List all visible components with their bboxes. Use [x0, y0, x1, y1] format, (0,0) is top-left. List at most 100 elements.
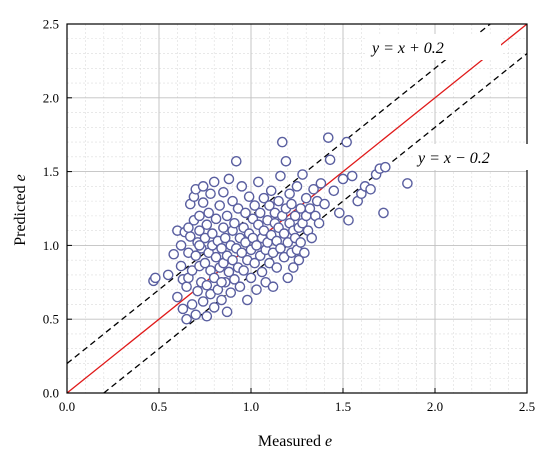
data-point: [194, 225, 205, 236]
plot-frame: [66, 23, 528, 394]
data-point: [378, 207, 389, 219]
data-point: [249, 200, 260, 211]
y-tick-label: 1.5: [43, 164, 59, 179]
data-point: [343, 215, 354, 226]
data-point: [402, 178, 413, 189]
data-point: [289, 210, 301, 222]
data-point: [319, 198, 330, 210]
data-points: [148, 132, 413, 325]
upper-bound-label-bg: [366, 34, 501, 60]
data-point: [227, 254, 238, 266]
data-point: [234, 281, 246, 293]
data-point: [236, 181, 248, 192]
upper-bound-line: [66, 23, 491, 364]
upper-bound-label: y = x + 0.2: [370, 40, 444, 57]
data-point: [258, 192, 270, 204]
data-point: [293, 254, 305, 266]
data-point: [216, 243, 227, 254]
data-point: [253, 176, 264, 188]
data-point: [251, 240, 262, 251]
y-axis-title: Predicted e: [12, 174, 29, 246]
data-point: [278, 228, 290, 239]
data-point: [150, 272, 161, 284]
data-point: [243, 191, 255, 202]
data-point: [229, 217, 240, 229]
x-tick-label: 2.5: [519, 399, 535, 414]
y-tick-label: 0.5: [43, 312, 59, 327]
x-tick-label: 0.5: [151, 399, 167, 414]
axis-ticks: [66, 23, 528, 394]
data-point: [282, 272, 294, 284]
x-axis-title: Measured e: [258, 433, 332, 450]
data-point: [315, 178, 327, 189]
data-point: [210, 251, 222, 263]
data-point: [337, 173, 349, 185]
data-point: [256, 266, 268, 278]
data-point: [291, 181, 303, 192]
data-point: [324, 154, 336, 166]
data-point: [236, 247, 248, 259]
data-point: [201, 279, 213, 291]
data-point: [286, 198, 297, 210]
data-point: [199, 257, 211, 269]
data-point: [264, 200, 275, 211]
x-tick-label: 1.5: [335, 399, 351, 414]
data-point: [216, 294, 227, 306]
data-point: [242, 294, 253, 306]
data-point: [208, 302, 220, 313]
data-point: [300, 192, 312, 204]
data-point: [334, 207, 345, 219]
lower-bound-label: y = x − 0.2: [416, 150, 490, 167]
y-tick-label: 2.0: [43, 90, 59, 105]
data-point: [218, 186, 229, 198]
data-point: [162, 269, 174, 281]
data-point: [210, 213, 222, 225]
data-point: [186, 299, 198, 310]
y-tick-label: 0.0: [43, 386, 59, 401]
data-point: [380, 161, 391, 173]
data-point: [304, 203, 316, 214]
data-point: [346, 170, 358, 182]
data-point: [214, 200, 226, 211]
data-point: [288, 262, 299, 273]
data-point: [230, 155, 242, 167]
data-point: [251, 284, 262, 295]
data-point: [177, 303, 189, 315]
x-tick-label: 0.0: [59, 399, 75, 414]
data-point: [205, 188, 216, 200]
data-point: [328, 185, 340, 197]
data-point: [276, 136, 288, 148]
data-point: [295, 237, 306, 248]
data-point: [221, 306, 233, 318]
x-tick-label: 2.0: [427, 399, 443, 414]
data-point: [275, 243, 286, 254]
y-tick-label: 2.5: [43, 17, 59, 32]
data-point: [223, 173, 235, 185]
data-point: [194, 240, 205, 251]
data-point: [175, 240, 187, 251]
data-point: [208, 176, 220, 188]
data-point: [271, 262, 283, 273]
data-point: [194, 210, 205, 222]
data-point: [218, 222, 229, 233]
data-point: [221, 210, 233, 222]
data-point: [240, 207, 251, 219]
data-point: [203, 207, 214, 219]
data-point: [238, 265, 249, 276]
data-point: [216, 276, 227, 288]
data-point: [197, 181, 209, 192]
data-point: [275, 170, 286, 182]
data-point: [341, 136, 352, 148]
data-point: [201, 310, 213, 322]
data-point: [219, 232, 231, 244]
data-point: [181, 281, 192, 293]
data-point: [168, 248, 180, 260]
data-point: [299, 247, 310, 259]
y-tick-label: 1.0: [43, 238, 59, 253]
data-point: [207, 228, 218, 239]
data-point: [308, 184, 319, 195]
data-point: [280, 155, 292, 167]
data-point: [229, 274, 240, 285]
